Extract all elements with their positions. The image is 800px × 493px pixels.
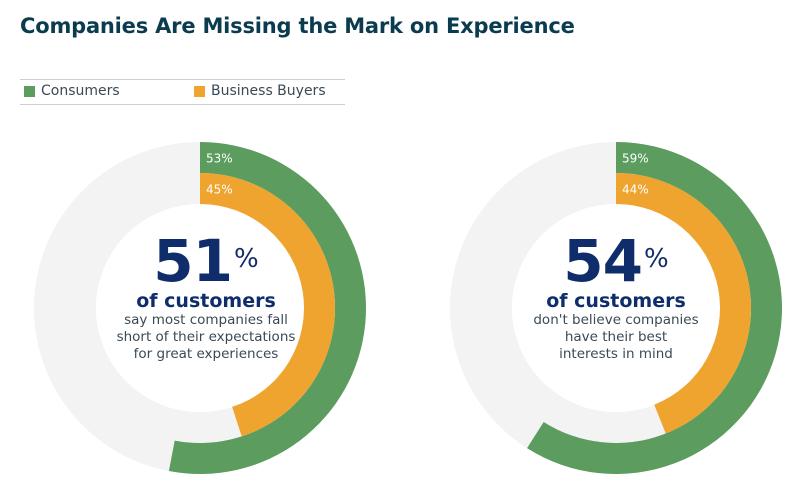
- legend-label-consumers: Consumers: [41, 83, 120, 99]
- legend-item-business-buyers: Business Buyers: [194, 83, 326, 99]
- donut-chart-2: 59% 44%: [450, 142, 782, 475]
- description-1-line-1: say most companies fall: [124, 312, 288, 328]
- arc-consumers: [527, 142, 782, 475]
- headline-2: 54%: [520, 232, 712, 290]
- description-1-line-3: for great experiences: [133, 346, 279, 362]
- headline-2-unit: %: [644, 244, 669, 274]
- arc-consumers: [168, 142, 366, 474]
- donut-center-disc: [512, 204, 720, 412]
- arc-business-buyers: [200, 173, 335, 437]
- headline-2-value: 54: [563, 227, 643, 295]
- legend-swatch-business-buyers: [194, 85, 205, 97]
- description-1-line-2: short of their expectations: [116, 329, 296, 345]
- donut-chart-1: 53% 45%: [34, 142, 366, 474]
- description-2-line-3: interests in mind: [559, 346, 673, 362]
- legend: Consumers Business Buyers: [20, 79, 345, 105]
- headline-1: 51%: [110, 232, 302, 290]
- arc-label-consumers: 59%: [622, 152, 649, 166]
- donut-center-disc: [96, 204, 304, 412]
- legend-label-business-buyers: Business Buyers: [211, 83, 326, 99]
- subheading-2: of customers: [546, 290, 686, 312]
- donut-2-center: 54% of customers don't believe companies…: [520, 232, 712, 363]
- legend-swatch-consumers: [24, 85, 35, 97]
- arc-business-buyers: [616, 173, 751, 434]
- page-title: Companies Are Missing the Mark on Experi…: [20, 14, 575, 38]
- headline-1-unit: %: [234, 244, 259, 274]
- description-2-line-1: don't believe companies: [533, 312, 699, 328]
- description-2-line-2: have their best: [564, 329, 668, 345]
- legend-item-consumers: Consumers: [24, 83, 120, 99]
- headline-1-value: 51: [153, 227, 233, 295]
- arc-label-business-buyers: 45%: [206, 183, 233, 197]
- arc-label-business-buyers: 44%: [622, 183, 649, 197]
- arc-label-consumers: 53%: [206, 152, 233, 166]
- donut-1-center: 51% of customers say most companies fall…: [110, 232, 302, 363]
- subheading-1: of customers: [136, 290, 276, 312]
